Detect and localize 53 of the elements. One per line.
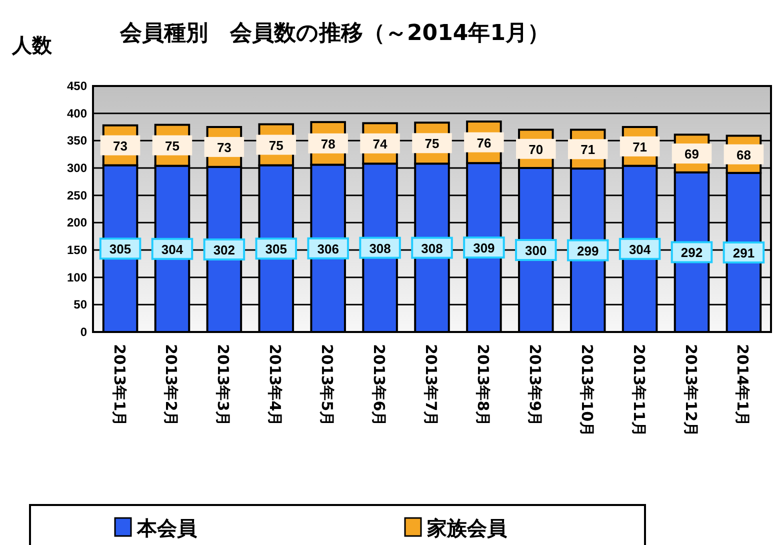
y-tick-label: 0 (80, 325, 88, 339)
data-label: 306 (317, 241, 339, 256)
chart-title: 会員種別 会員数の推移（～2014年1月） (119, 21, 550, 46)
x-tick-label: 2013年6月 (370, 344, 388, 426)
y-axis-title: 人数 (11, 33, 53, 57)
data-label: 78 (320, 136, 336, 152)
data-label: 308 (369, 240, 391, 256)
y-tick-label: 250 (66, 188, 88, 202)
data-label: 75 (268, 138, 284, 153)
y-tick-label: 350 (66, 134, 88, 148)
legend-label: 家族会員 (426, 516, 508, 540)
data-label: 70 (528, 142, 544, 157)
data-label: 76 (476, 135, 492, 150)
x-tick-label: 2013年2月 (162, 344, 180, 426)
y-tick-label: 200 (66, 216, 88, 230)
x-tick-label: 2013年11月 (630, 344, 648, 437)
data-label: 292 (680, 245, 703, 260)
legend-label: 本会員 (136, 516, 198, 540)
data-label: 300 (525, 243, 547, 258)
data-label: 309 (473, 240, 495, 256)
data-label: 291 (732, 245, 755, 260)
y-tick-label: 100 (66, 270, 88, 284)
data-label: 73 (113, 138, 128, 154)
data-label: 75 (424, 136, 440, 152)
x-tick-label: 2013年3月 (214, 344, 232, 426)
data-label: 74 (372, 136, 388, 152)
data-label: 299 (577, 243, 599, 258)
y-tick-label: 50 (74, 298, 88, 312)
x-tick-label: 2013年4月 (266, 344, 284, 426)
data-label: 75 (164, 138, 180, 154)
y-tick-label: 450 (66, 79, 88, 93)
data-label: 304 (161, 242, 184, 257)
x-tick-label: 2013年10月 (578, 344, 596, 437)
data-label: 302 (213, 242, 236, 258)
data-label: 305 (109, 242, 132, 257)
x-tick-label: 2013年5月 (318, 344, 336, 426)
data-label: 68 (736, 147, 751, 162)
data-label: 305 (265, 242, 287, 257)
data-label: 71 (580, 142, 596, 158)
y-tick-label: 400 (66, 106, 88, 120)
x-tick-label: 2013年8月 (474, 344, 492, 426)
x-tick-label: 2013年7月 (422, 344, 440, 426)
data-label: 69 (684, 146, 700, 162)
x-tick-label: 2013年9月 (526, 344, 544, 426)
data-label: 308 (421, 240, 443, 256)
data-label: 304 (628, 242, 652, 257)
y-tick-label: 300 (66, 161, 88, 175)
data-label: 73 (216, 140, 232, 155)
x-tick-label: 2013年12月 (682, 344, 700, 437)
x-tick-label: 2014年1月 (734, 344, 752, 426)
y-tick-label: 150 (66, 243, 88, 257)
data-label: 71 (632, 139, 648, 154)
x-tick-label: 2013年1月 (110, 344, 128, 426)
